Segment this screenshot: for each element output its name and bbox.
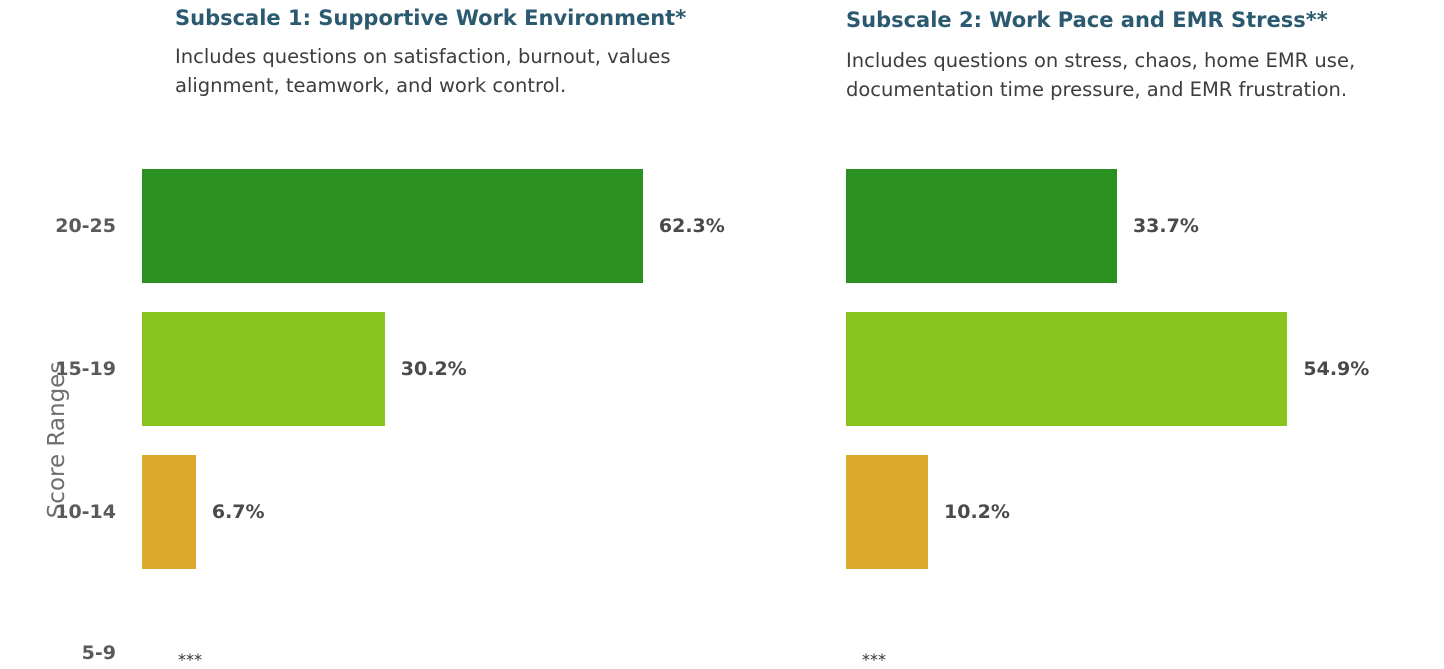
panel2-bar-10-14 xyxy=(846,455,928,569)
tick-label-15-19: 15-19 xyxy=(55,358,116,380)
panel2-bar-15-19 xyxy=(846,312,1288,426)
panel1-bar-15-19 xyxy=(142,312,385,426)
panel1-title: Subscale 1: Supportive Work Environment* xyxy=(175,6,687,30)
panel2-value-label-15-19: 54.9% xyxy=(1303,358,1370,380)
panel1-description-line2: alignment, teamwork, and work control. xyxy=(175,74,567,97)
panel1-bar-20-25 xyxy=(142,169,643,283)
panel1-suppressed-label-5-9: *** xyxy=(178,650,202,669)
tick-label-5-9: 5-9 xyxy=(81,642,116,664)
panel2-bar-20-25 xyxy=(846,169,1117,283)
panel2-description-line2: documentation time pressure, and EMR fru… xyxy=(846,78,1348,101)
panel2-suppressed-label-5-9: *** xyxy=(862,650,886,669)
panel1-value-label-20-25: 62.3% xyxy=(658,215,725,237)
panel2-description-line1: Includes questions on stress, chaos, hom… xyxy=(846,49,1356,72)
panel1-bar-10-14 xyxy=(142,455,196,569)
panel1-description-line1: Includes questions on satisfaction, burn… xyxy=(175,45,671,68)
panel1-value-label-15-19: 30.2% xyxy=(400,358,467,380)
panel1-value-label-10-14: 6.7% xyxy=(211,501,265,523)
panel2-value-label-20-25: 33.7% xyxy=(1132,215,1199,237)
y-axis-title: Score Ranges xyxy=(44,361,70,519)
tick-label-10-14: 10-14 xyxy=(55,501,116,523)
panel2-title: Subscale 2: Work Pace and EMR Stress** xyxy=(846,8,1328,32)
tick-label-20-25: 20-25 xyxy=(55,215,116,237)
panel2-value-label-10-14: 10.2% xyxy=(944,501,1010,523)
